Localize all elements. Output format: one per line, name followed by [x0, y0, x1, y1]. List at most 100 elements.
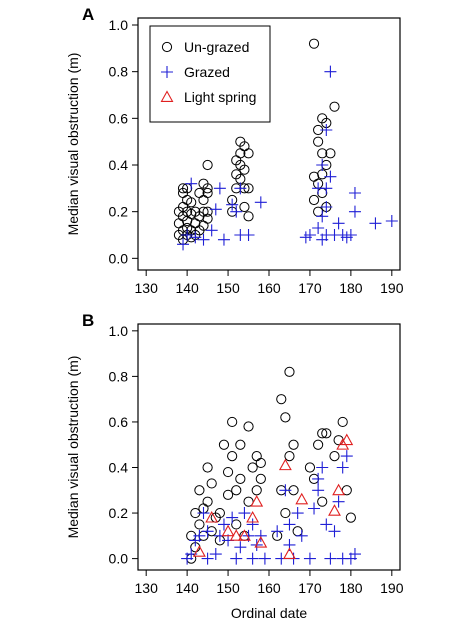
y-axis-label: Median visual obstruction (m): [65, 53, 81, 236]
data-point-plus: [246, 552, 259, 565]
data-point-circle: [251, 485, 262, 496]
x-tick-label: 190: [380, 580, 404, 596]
data-point-plus: [303, 229, 316, 241]
data-point-circle: [280, 412, 291, 423]
y-tick-label: 0.8: [109, 368, 129, 384]
data-point-plus: [254, 529, 267, 542]
y-tick-label: 0.2: [109, 204, 129, 220]
series-grazed: [181, 450, 361, 565]
x-tick-label: 140: [175, 280, 199, 296]
data-point-circle: [227, 451, 238, 462]
data-point-circle: [329, 451, 340, 462]
data-point-triangle: [254, 536, 268, 548]
y-tick-label: 0.8: [109, 64, 129, 80]
data-point-circle: [194, 485, 205, 496]
legend-label: Light spring: [184, 89, 256, 105]
data-point-triangle: [340, 433, 354, 446]
data-point-plus: [209, 548, 222, 561]
data-point-triangle: [238, 529, 251, 541]
panel-b: B 130 140 150 160 170 180 190 0.0 0.2 0.4 0.6 0.8 1.0…: [65, 311, 404, 621]
data-point-plus: [217, 233, 230, 246]
x-tick-label: 140: [175, 580, 199, 596]
data-point-circle: [288, 439, 299, 450]
data-point-circle: [317, 148, 328, 159]
x-tick-label: 170: [298, 580, 322, 596]
series-light-spring: [192, 433, 354, 560]
data-point-triangle: [278, 458, 292, 471]
data-point-circle: [337, 416, 348, 428]
data-point-circle: [206, 478, 217, 489]
data-point-plus: [348, 548, 361, 561]
data-point-circle: [317, 428, 328, 439]
data-point-circle: [227, 416, 238, 428]
data-point-circle: [251, 451, 262, 462]
data-point-circle: [317, 496, 328, 507]
data-point-circle: [235, 439, 246, 450]
panel-label: B: [82, 311, 94, 330]
x-tick-label: 190: [380, 280, 404, 296]
data-point-triangle: [160, 90, 174, 102]
y-tick-label: 0.4: [109, 157, 129, 173]
data-point-plus: [332, 217, 345, 230]
data-point-circle: [186, 197, 197, 208]
data-point-triangle: [332, 483, 346, 496]
series-grazed: [177, 65, 398, 251]
data-point-triangle: [221, 524, 235, 537]
data-point-plus: [246, 518, 259, 531]
data-point-plus: [324, 552, 337, 565]
data-point-plus: [230, 552, 243, 565]
data-point-circle: [243, 421, 254, 432]
data-point-circle: [247, 462, 258, 473]
y-tick-label: 0.0: [109, 551, 129, 567]
data-point-plus: [316, 159, 329, 171]
data-point-circle: [198, 194, 209, 206]
data-point-plus: [348, 187, 361, 199]
data-point-plus: [340, 450, 353, 463]
data-point-plus: [201, 552, 214, 565]
data-point-plus: [177, 238, 190, 251]
data-point-triangle: [192, 545, 206, 557]
data-point-triangle: [229, 529, 243, 541]
panel-label: A: [82, 5, 94, 24]
y-tick-label: 0.4: [109, 460, 129, 476]
data-point-plus: [336, 461, 349, 474]
data-point-plus: [312, 222, 325, 234]
data-point-triangle: [246, 510, 260, 523]
data-point-plus: [316, 461, 329, 474]
data-point-plus: [197, 233, 210, 246]
data-point-circle: [231, 485, 242, 496]
data-point-circle: [202, 159, 213, 171]
data-point-plus: [295, 529, 308, 542]
data-point-circle: [202, 462, 213, 473]
data-point-plus: [320, 201, 333, 213]
data-point-plus: [316, 210, 329, 223]
data-point-circle: [321, 428, 332, 439]
data-point-plus: [193, 529, 206, 542]
data-point-plus: [254, 196, 267, 209]
x-tick-label: 130: [135, 280, 159, 296]
data-point-circle: [202, 206, 213, 217]
data-point-circle: [255, 457, 266, 469]
x-axis-label: Ordinal date: [231, 605, 307, 621]
data-point-plus: [303, 552, 316, 565]
data-point-circle: [202, 183, 213, 194]
data-point-circle: [235, 473, 246, 484]
data-point-circle: [284, 451, 295, 462]
data-point-plus: [308, 502, 321, 515]
data-point-plus: [385, 215, 398, 227]
data-point-plus: [312, 472, 325, 485]
x-tick-label: 160: [257, 580, 281, 596]
data-point-plus: [213, 182, 226, 195]
data-point-plus: [312, 484, 325, 497]
data-point-plus: [324, 65, 337, 78]
legend-label: Un-grazed: [184, 39, 249, 55]
x-tick-label: 130: [135, 580, 159, 596]
data-point-circle: [292, 526, 303, 537]
data-point-plus: [238, 507, 251, 520]
data-point-triangle: [250, 495, 264, 507]
data-point-plus: [185, 177, 198, 190]
data-point-plus: [348, 205, 361, 218]
data-point-circle: [202, 496, 213, 507]
data-point-triangle: [205, 510, 219, 523]
data-point-plus: [369, 217, 382, 230]
